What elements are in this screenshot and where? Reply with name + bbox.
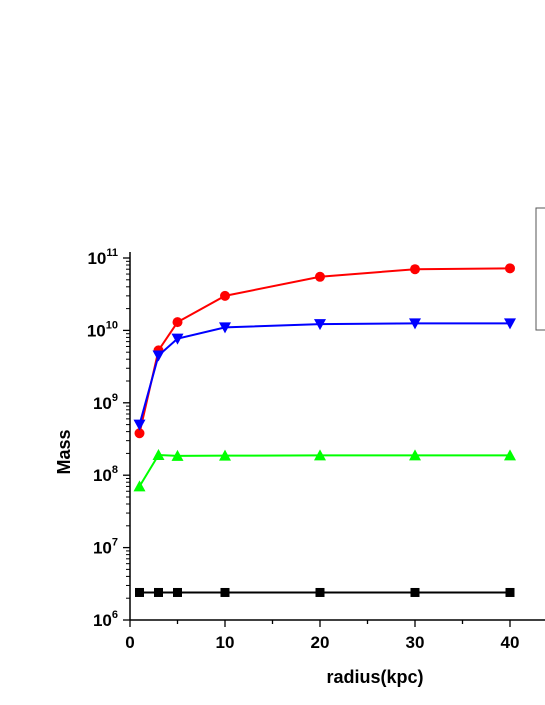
y-tick-label: 1011 bbox=[87, 247, 118, 268]
data-point bbox=[314, 319, 326, 331]
y-tick-label: 1010 bbox=[87, 319, 118, 340]
data-point bbox=[314, 449, 326, 461]
data-point bbox=[135, 587, 144, 597]
y-tick-label: 106 bbox=[93, 609, 118, 630]
data-point bbox=[409, 318, 421, 330]
data-point bbox=[220, 290, 230, 301]
data-point bbox=[220, 587, 230, 597]
data-point bbox=[504, 449, 516, 461]
data-point bbox=[504, 318, 516, 330]
y-tick-label: 108 bbox=[93, 464, 118, 485]
data-point bbox=[410, 264, 420, 275]
data-point bbox=[152, 350, 165, 362]
data-point bbox=[315, 587, 325, 597]
data-point bbox=[173, 587, 182, 597]
plot-area: 0 10 20 30 40 106 107 108 109 1010 1011 bbox=[87, 247, 545, 652]
series-line-1 bbox=[138, 322, 510, 425]
x-axis-title: radius(kpc) bbox=[326, 667, 423, 687]
x-tick-label: 30 bbox=[406, 633, 425, 652]
x-tick-label: 10 bbox=[216, 633, 235, 652]
legend-box bbox=[535, 207, 545, 331]
data-point bbox=[154, 587, 163, 597]
y-tick-label: 107 bbox=[93, 537, 118, 558]
data-point bbox=[134, 428, 145, 439]
data-point bbox=[505, 263, 515, 274]
y-axis-title: Mass bbox=[54, 429, 74, 474]
data-point bbox=[152, 449, 165, 461]
series-line-0 bbox=[138, 267, 511, 434]
data-point bbox=[172, 317, 183, 328]
y-tick-label: 109 bbox=[93, 392, 118, 413]
x-tick-label: 0 bbox=[125, 633, 134, 652]
data-point bbox=[410, 587, 420, 597]
x-tick-label: 20 bbox=[311, 633, 330, 652]
data-point bbox=[505, 587, 515, 597]
data-point bbox=[171, 333, 184, 345]
data-point bbox=[315, 271, 325, 282]
data-point bbox=[219, 322, 231, 334]
data-point bbox=[133, 480, 146, 492]
data-point bbox=[219, 449, 231, 461]
data-point bbox=[133, 419, 146, 431]
x-tick-label: 40 bbox=[501, 633, 520, 652]
data-point bbox=[171, 449, 184, 461]
data-point bbox=[409, 449, 421, 461]
